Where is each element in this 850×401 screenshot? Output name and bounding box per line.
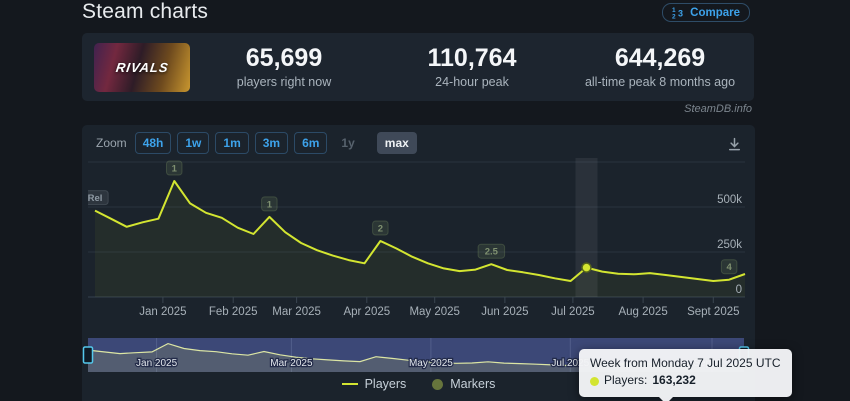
legend-item-markers[interactable]: Markers (432, 377, 495, 391)
chart-legend: Players Markers (82, 377, 755, 391)
range-button-1m[interactable]: 1m (215, 132, 249, 154)
svg-text:1: 1 (172, 164, 178, 175)
x-axis-label: Jan 2025 (139, 306, 186, 318)
svg-text:2: 2 (378, 224, 383, 235)
players-line (94, 180, 746, 282)
y-axis-label: 250k (717, 239, 742, 251)
marker-flag-Rel[interactable]: Rel (88, 190, 109, 206)
compare-button[interactable]: 1 2 3 Compare (662, 3, 750, 22)
tooltip-series-dot (590, 376, 599, 386)
players-line-chart[interactable]: Jan 2025 Feb 2025 Mar 2025 Apr 2025 May 2025… (88, 152, 748, 322)
svg-text:1: 1 (267, 199, 273, 210)
svg-text:2.5: 2.5 (485, 247, 499, 258)
stat-24h-peak-value: 110,764 (427, 44, 517, 73)
steamdb-watermark: SteamDB.info (684, 103, 752, 115)
x-axis-label: Feb 2025 (209, 306, 258, 318)
stat-alltime-peak: 644,269 all-time peak 8 months ago (566, 45, 754, 89)
navigator-label: Mar 2025 (270, 358, 313, 369)
range-button-6m[interactable]: 6m (294, 132, 328, 154)
marker-flag-2[interactable]: 2 (372, 220, 389, 236)
x-axis-label: May 2025 (409, 306, 460, 318)
tooltip-value: 163,232 (652, 373, 696, 388)
range-button-3m[interactable]: 3m (254, 132, 289, 154)
hover-band (575, 158, 598, 297)
stat-alltime-peak-value: 644,269 (614, 44, 706, 73)
chart-toolbar: Zoom 48h 1w 1m 3m 6m 1y max (82, 125, 755, 154)
compare-button-label: Compare (690, 6, 740, 19)
y-axis-label: 0 (736, 284, 742, 296)
players-line-swatch (341, 383, 358, 385)
stat-24h-peak-label: 24-hour peak (435, 74, 509, 89)
stat-players-now-label: players right now (236, 74, 332, 89)
markers-circle-swatch (432, 378, 444, 390)
range-button-48h[interactable]: 48h (134, 132, 172, 154)
tooltip-series-label: Players: (604, 373, 648, 388)
download-icon (728, 137, 741, 151)
marker-flag-2.5[interactable]: 2.5 (477, 243, 506, 259)
legend-markers-label: Markers (450, 377, 496, 391)
compare-numbers-icon: 1 2 3 (672, 7, 683, 20)
chart-panel: Zoom 48h 1w 1m 3m 6m 1y max Jan 2025 Feb … (82, 125, 792, 401)
svg-text:Rel: Rel (88, 193, 102, 204)
navigator-handle-left[interactable] (82, 346, 94, 364)
legend-players-label: Players (364, 377, 407, 391)
x-axis-label: Mar 2025 (272, 306, 321, 318)
game-logo-text: RIVALS (114, 59, 170, 75)
marker-flag-1[interactable]: 1 (166, 160, 183, 176)
content-column: Steam charts 1 2 3 Compare RIVALS 65,699… (80, 0, 792, 401)
marker-flag-1[interactable]: 1 (261, 196, 278, 212)
navigator-label: May 2025 (409, 358, 453, 369)
page-title: Steam charts (82, 0, 209, 23)
range-button-1y: 1y (333, 132, 362, 154)
legend-item-players[interactable]: Players (341, 377, 407, 391)
x-axis-label: Jul 2025 (551, 306, 594, 318)
navigator-label: Jan 2025 (136, 358, 178, 369)
svg-text:1: 1 (672, 7, 676, 14)
x-axis-label: Aug 2025 (618, 306, 667, 318)
hovered-point (581, 262, 592, 273)
y-axis-label: 500k (717, 194, 742, 206)
stat-players-now: 65,699 players right now (190, 45, 378, 89)
range-button-max[interactable]: max (376, 132, 417, 154)
stat-players-now-value: 65,699 (245, 44, 323, 73)
game-capsule-image: RIVALS (94, 42, 190, 92)
players-area (95, 181, 745, 297)
tooltip-title: Week from Monday 7 Jul 2025 UTC (590, 356, 781, 370)
stat-24h-peak: 110,764 24-hour peak (378, 45, 566, 89)
x-axis-label: Sept 2025 (687, 306, 739, 318)
svg-text:4: 4 (726, 262, 732, 273)
range-button-1w[interactable]: 1w (177, 132, 210, 154)
stat-alltime-peak-label: all-time peak 8 months ago (584, 74, 736, 89)
zoom-label: Zoom (96, 136, 127, 150)
marker-flag-4[interactable]: 4 (720, 259, 738, 275)
chart-tooltip: Week from Monday 7 Jul 2025 UTC Players:… (579, 349, 792, 401)
download-chart-button[interactable] (724, 134, 745, 158)
svg-text:2: 2 (672, 14, 676, 20)
x-axis-label: Apr 2025 (343, 306, 390, 318)
x-axis-label: Jun 2025 (481, 306, 528, 318)
svg-text:3: 3 (678, 9, 683, 19)
stats-panel: RIVALS 65,699 players right now 110,764 … (82, 33, 754, 101)
